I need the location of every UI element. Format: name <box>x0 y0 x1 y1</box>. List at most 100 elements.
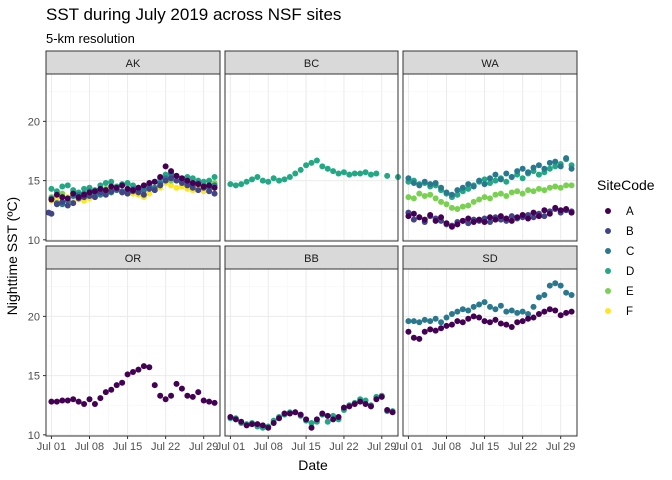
data-point-bb-a <box>357 398 364 405</box>
data-point-ak-a <box>97 185 104 192</box>
data-point-bb-d <box>308 419 315 426</box>
data-point-bb-a <box>259 422 266 429</box>
data-point-wa-c <box>563 155 570 162</box>
data-point-ak-f <box>168 182 175 189</box>
data-point-wa-a <box>459 217 466 224</box>
data-point-bc-d <box>232 182 239 189</box>
data-point-wa-a <box>530 209 537 216</box>
data-point-wa-e <box>454 206 461 213</box>
data-point-bb-a <box>238 418 245 425</box>
data-point-sd-c <box>443 314 450 321</box>
data-point-bb-a <box>373 396 380 403</box>
data-point-wa-c <box>541 165 548 172</box>
data-point-wa-a <box>427 211 434 218</box>
data-point-or-a <box>162 396 169 403</box>
data-point-sd-c <box>405 318 412 325</box>
data-point-sd-a <box>476 314 483 321</box>
facet-strip-label: AK <box>126 58 141 70</box>
data-point-wa-a <box>508 217 515 224</box>
data-point-bc-d <box>308 159 315 166</box>
data-point-sd-a <box>465 315 472 322</box>
data-point-bb-a <box>362 401 369 408</box>
data-point-wa-a <box>454 221 461 228</box>
y-axis-title: Nighttime SST (ºC) <box>4 197 20 315</box>
data-point-sd-c <box>410 318 417 325</box>
data-point-sd-a <box>416 335 423 342</box>
data-point-ak-a <box>124 185 131 192</box>
data-point-ak-a <box>91 188 98 195</box>
data-point-or-a <box>146 364 153 371</box>
data-point-wa-a <box>416 214 423 221</box>
data-point-sd-a <box>459 319 466 326</box>
data-point-ak-a <box>146 179 153 186</box>
data-point-wa-a <box>503 215 510 222</box>
data-point-wa-e <box>514 188 521 195</box>
x-tick-label: Jul 22 <box>508 441 537 453</box>
data-point-sd-c <box>546 282 553 289</box>
data-point-ak-a <box>119 182 126 189</box>
data-point-ak-a <box>189 179 196 186</box>
data-point-sd-a <box>487 319 493 326</box>
data-point-wa-c <box>552 158 559 165</box>
data-point-wa-c <box>421 178 428 185</box>
data-point-wa-e <box>546 184 553 191</box>
data-point-or-a <box>75 398 82 405</box>
data-point-bb-a <box>243 422 250 429</box>
data-point-ak-b <box>108 188 115 195</box>
data-point-wa-c <box>481 181 488 188</box>
data-point-wa-a <box>497 213 504 220</box>
y-tick-label: 15 <box>28 176 40 188</box>
data-point-or-a <box>195 389 202 396</box>
data-point-or-a <box>124 371 131 378</box>
data-point-wa-c <box>525 169 532 176</box>
data-point-ak-f <box>173 184 180 191</box>
data-point-wa-c <box>508 174 515 181</box>
data-point-bb-a <box>308 424 315 431</box>
facet-strip <box>402 50 578 75</box>
data-point-ak-a <box>102 187 109 194</box>
data-point-ak-b <box>64 202 71 209</box>
data-point-bb-a <box>281 410 288 417</box>
data-point-ak-d <box>102 179 109 186</box>
y-tick-label: 20 <box>28 311 40 323</box>
x-axis-title: Date <box>298 457 328 473</box>
data-point-wa-c <box>530 164 537 171</box>
data-point-sd-a <box>405 328 412 335</box>
data-point-or-a <box>168 392 175 399</box>
data-point-wa-c <box>492 171 499 178</box>
data-point-sd-c <box>476 301 483 308</box>
data-point-sd-c <box>568 292 575 299</box>
data-point-wa-a <box>410 210 417 217</box>
data-point-wa-a <box>557 207 564 214</box>
data-point-sd-c <box>448 311 455 318</box>
data-point-wa-e <box>410 195 417 202</box>
panel-or: OR 10 15 20 Jul 01 Jul 08 Jul 15 Jul 22 Jul 29 <box>28 245 221 453</box>
data-point-wa-a <box>481 219 488 226</box>
data-point-sd-a <box>454 318 461 325</box>
data-point-wa-e <box>470 198 477 205</box>
data-point-ak-a <box>200 183 207 190</box>
data-point-bc-d <box>335 170 342 177</box>
data-point-wa-a <box>525 215 532 222</box>
data-point-wa-e <box>492 191 499 198</box>
data-point-or-a <box>151 382 158 389</box>
data-point-or-a <box>53 398 60 405</box>
data-point-wa-e <box>427 191 434 198</box>
data-point-wa-a <box>492 216 499 223</box>
data-point-bc-d <box>367 171 374 178</box>
data-point-wa-b <box>487 219 493 226</box>
data-point-wa-d <box>481 176 488 183</box>
data-point-or-a <box>135 366 142 373</box>
data-point-sd-a <box>552 307 559 314</box>
data-point-or-a <box>97 395 104 402</box>
facet-strip-label: BC <box>304 58 319 70</box>
data-point-ak-b <box>157 182 164 189</box>
data-point-wa-d <box>503 178 510 185</box>
facet-strip <box>402 245 578 270</box>
data-point-ak-a <box>86 189 93 196</box>
data-point-wa-a <box>535 213 542 220</box>
data-point-sd-c <box>487 303 493 310</box>
data-point-ak-d <box>81 185 88 192</box>
data-point-sd-c <box>438 319 445 326</box>
data-point-bc-d <box>319 163 326 170</box>
